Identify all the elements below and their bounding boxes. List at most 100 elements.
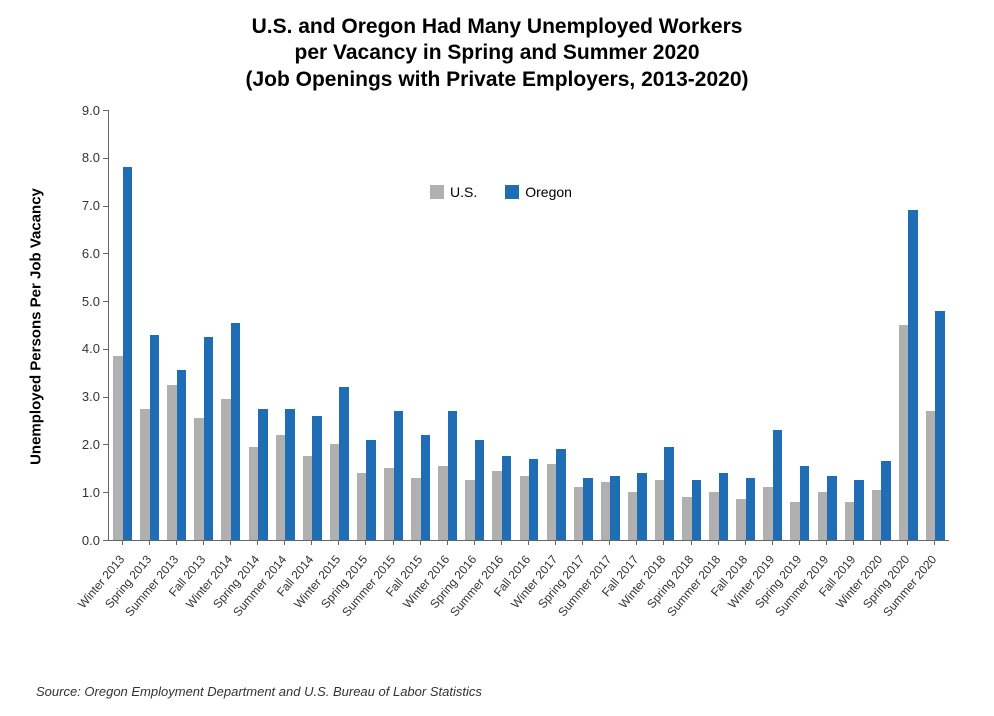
x-tick-mark xyxy=(149,540,150,545)
y-tick-mark xyxy=(103,253,108,254)
x-tick-mark xyxy=(934,540,935,545)
x-tick-mark xyxy=(203,540,204,545)
bar xyxy=(312,416,321,540)
bar xyxy=(763,487,772,540)
bar xyxy=(746,478,755,540)
bar xyxy=(736,499,745,540)
x-tick-mark xyxy=(772,540,773,545)
legend: U.S. Oregon xyxy=(430,184,572,200)
bar xyxy=(574,487,583,540)
bar xyxy=(438,466,447,540)
x-tick-mark xyxy=(718,540,719,545)
x-tick-mark xyxy=(826,540,827,545)
bar xyxy=(773,430,782,540)
y-tick-label: 4.0 xyxy=(64,341,100,356)
bar xyxy=(339,387,348,540)
bar xyxy=(719,473,728,540)
bar xyxy=(692,480,701,540)
bar xyxy=(384,468,393,540)
x-tick-mark xyxy=(122,540,123,545)
bar xyxy=(908,210,917,540)
x-tick-mark xyxy=(501,540,502,545)
bar xyxy=(520,476,529,541)
x-tick-mark xyxy=(853,540,854,545)
bar xyxy=(366,440,375,540)
bar xyxy=(637,473,646,540)
x-tick-mark xyxy=(311,540,312,545)
x-tick-mark xyxy=(745,540,746,545)
y-tick-label: 1.0 xyxy=(64,485,100,500)
legend-item: Oregon xyxy=(505,184,572,200)
bar xyxy=(492,471,501,540)
y-tick-label: 6.0 xyxy=(64,246,100,261)
legend-item: U.S. xyxy=(430,184,477,200)
bar xyxy=(664,447,673,540)
bar xyxy=(113,356,122,540)
bar xyxy=(827,476,836,541)
bar xyxy=(465,480,474,540)
x-tick-mark xyxy=(447,540,448,545)
bar xyxy=(421,435,430,540)
chart-title: U.S. and Oregon Had Many Unemployed Work… xyxy=(0,14,994,93)
x-tick-mark xyxy=(176,540,177,545)
y-tick-mark xyxy=(103,206,108,207)
bar xyxy=(818,492,827,540)
y-tick-mark xyxy=(103,301,108,302)
x-tick-mark xyxy=(365,540,366,545)
legend-label: U.S. xyxy=(450,184,477,200)
bar xyxy=(285,409,294,540)
x-tick-mark xyxy=(691,540,692,545)
y-tick-label: 3.0 xyxy=(64,389,100,404)
y-tick-label: 7.0 xyxy=(64,198,100,213)
bar xyxy=(845,502,854,540)
bar xyxy=(177,370,186,540)
y-tick-label: 5.0 xyxy=(64,294,100,309)
plot-area xyxy=(108,110,949,541)
bar xyxy=(790,502,799,540)
source-note: Source: Oregon Employment Department and… xyxy=(36,684,482,699)
bar xyxy=(140,409,149,540)
bar xyxy=(628,492,637,540)
bar xyxy=(800,466,809,540)
bar xyxy=(258,409,267,540)
y-tick-label: 9.0 xyxy=(64,103,100,118)
bar xyxy=(899,325,908,540)
y-tick-label: 8.0 xyxy=(64,150,100,165)
bar xyxy=(276,435,285,540)
legend-swatch xyxy=(430,185,444,199)
bar xyxy=(394,411,403,540)
bar xyxy=(926,411,935,540)
bar xyxy=(249,447,258,540)
bar xyxy=(682,497,691,540)
y-tick-mark xyxy=(103,158,108,159)
y-tick-mark xyxy=(103,444,108,445)
x-tick-mark xyxy=(636,540,637,545)
bar xyxy=(935,311,944,540)
bar xyxy=(601,482,610,540)
x-tick-mark xyxy=(555,540,556,545)
legend-swatch xyxy=(505,185,519,199)
bar xyxy=(556,449,565,540)
x-tick-mark xyxy=(393,540,394,545)
x-tick-mark xyxy=(420,540,421,545)
x-tick-mark xyxy=(880,540,881,545)
bar xyxy=(854,480,863,540)
y-tick-mark xyxy=(103,349,108,350)
x-tick-mark xyxy=(284,540,285,545)
bar xyxy=(194,418,203,540)
bar xyxy=(448,411,457,540)
bar xyxy=(475,440,484,540)
bar xyxy=(221,399,230,540)
bar xyxy=(610,476,619,541)
x-tick-mark xyxy=(609,540,610,545)
x-tick-mark xyxy=(528,540,529,545)
bar xyxy=(547,464,556,540)
y-axis-title: Unemployed Persons Per Job Vacancy xyxy=(28,111,45,541)
x-tick-mark xyxy=(257,540,258,545)
bar xyxy=(529,459,538,540)
bar xyxy=(231,323,240,540)
bar xyxy=(150,335,159,540)
x-tick-mark xyxy=(338,540,339,545)
bar xyxy=(123,167,132,540)
y-tick-mark xyxy=(103,110,108,111)
